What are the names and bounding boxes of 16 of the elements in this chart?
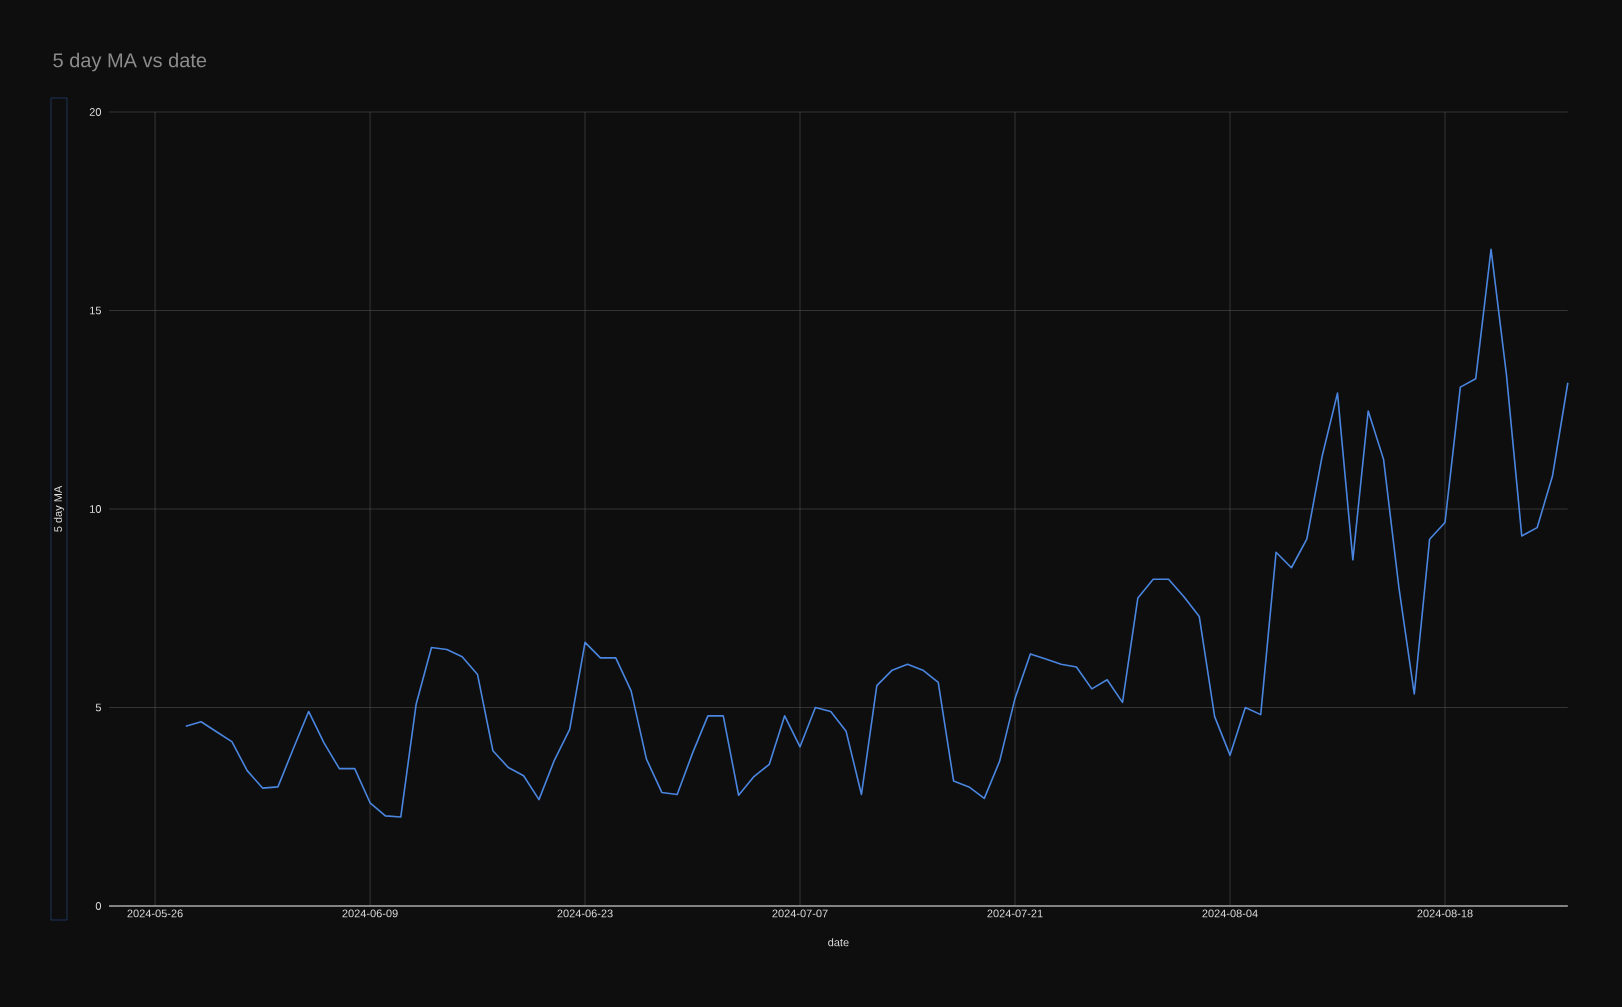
line-series	[184, 248, 1569, 818]
y-tick-label: 5	[95, 703, 101, 712]
x-tick-label: 2024-06-09	[342, 909, 398, 918]
x-tick-label: 2024-05-26	[127, 909, 183, 918]
y-tick-label: 10	[90, 505, 102, 513]
y-axis-title: 5 day MA	[53, 485, 65, 532]
y-tick-label: 15	[90, 306, 101, 315]
x-tick-label: 2024-07-07	[772, 909, 828, 918]
x-tick-label: 2024-07-21	[987, 909, 1043, 918]
chart-title: 5 day MA vs date	[53, 52, 207, 72]
x-tick-label: 2024-08-04	[1202, 909, 1258, 918]
x-axis-title: date	[828, 938, 849, 947]
y-tick-label: 20	[89, 108, 102, 116]
y-tick-label: 0	[95, 902, 102, 910]
x-tick-label: 2024-06-23	[557, 909, 613, 918]
x-tick-label: 2024-08-18	[1417, 909, 1473, 918]
